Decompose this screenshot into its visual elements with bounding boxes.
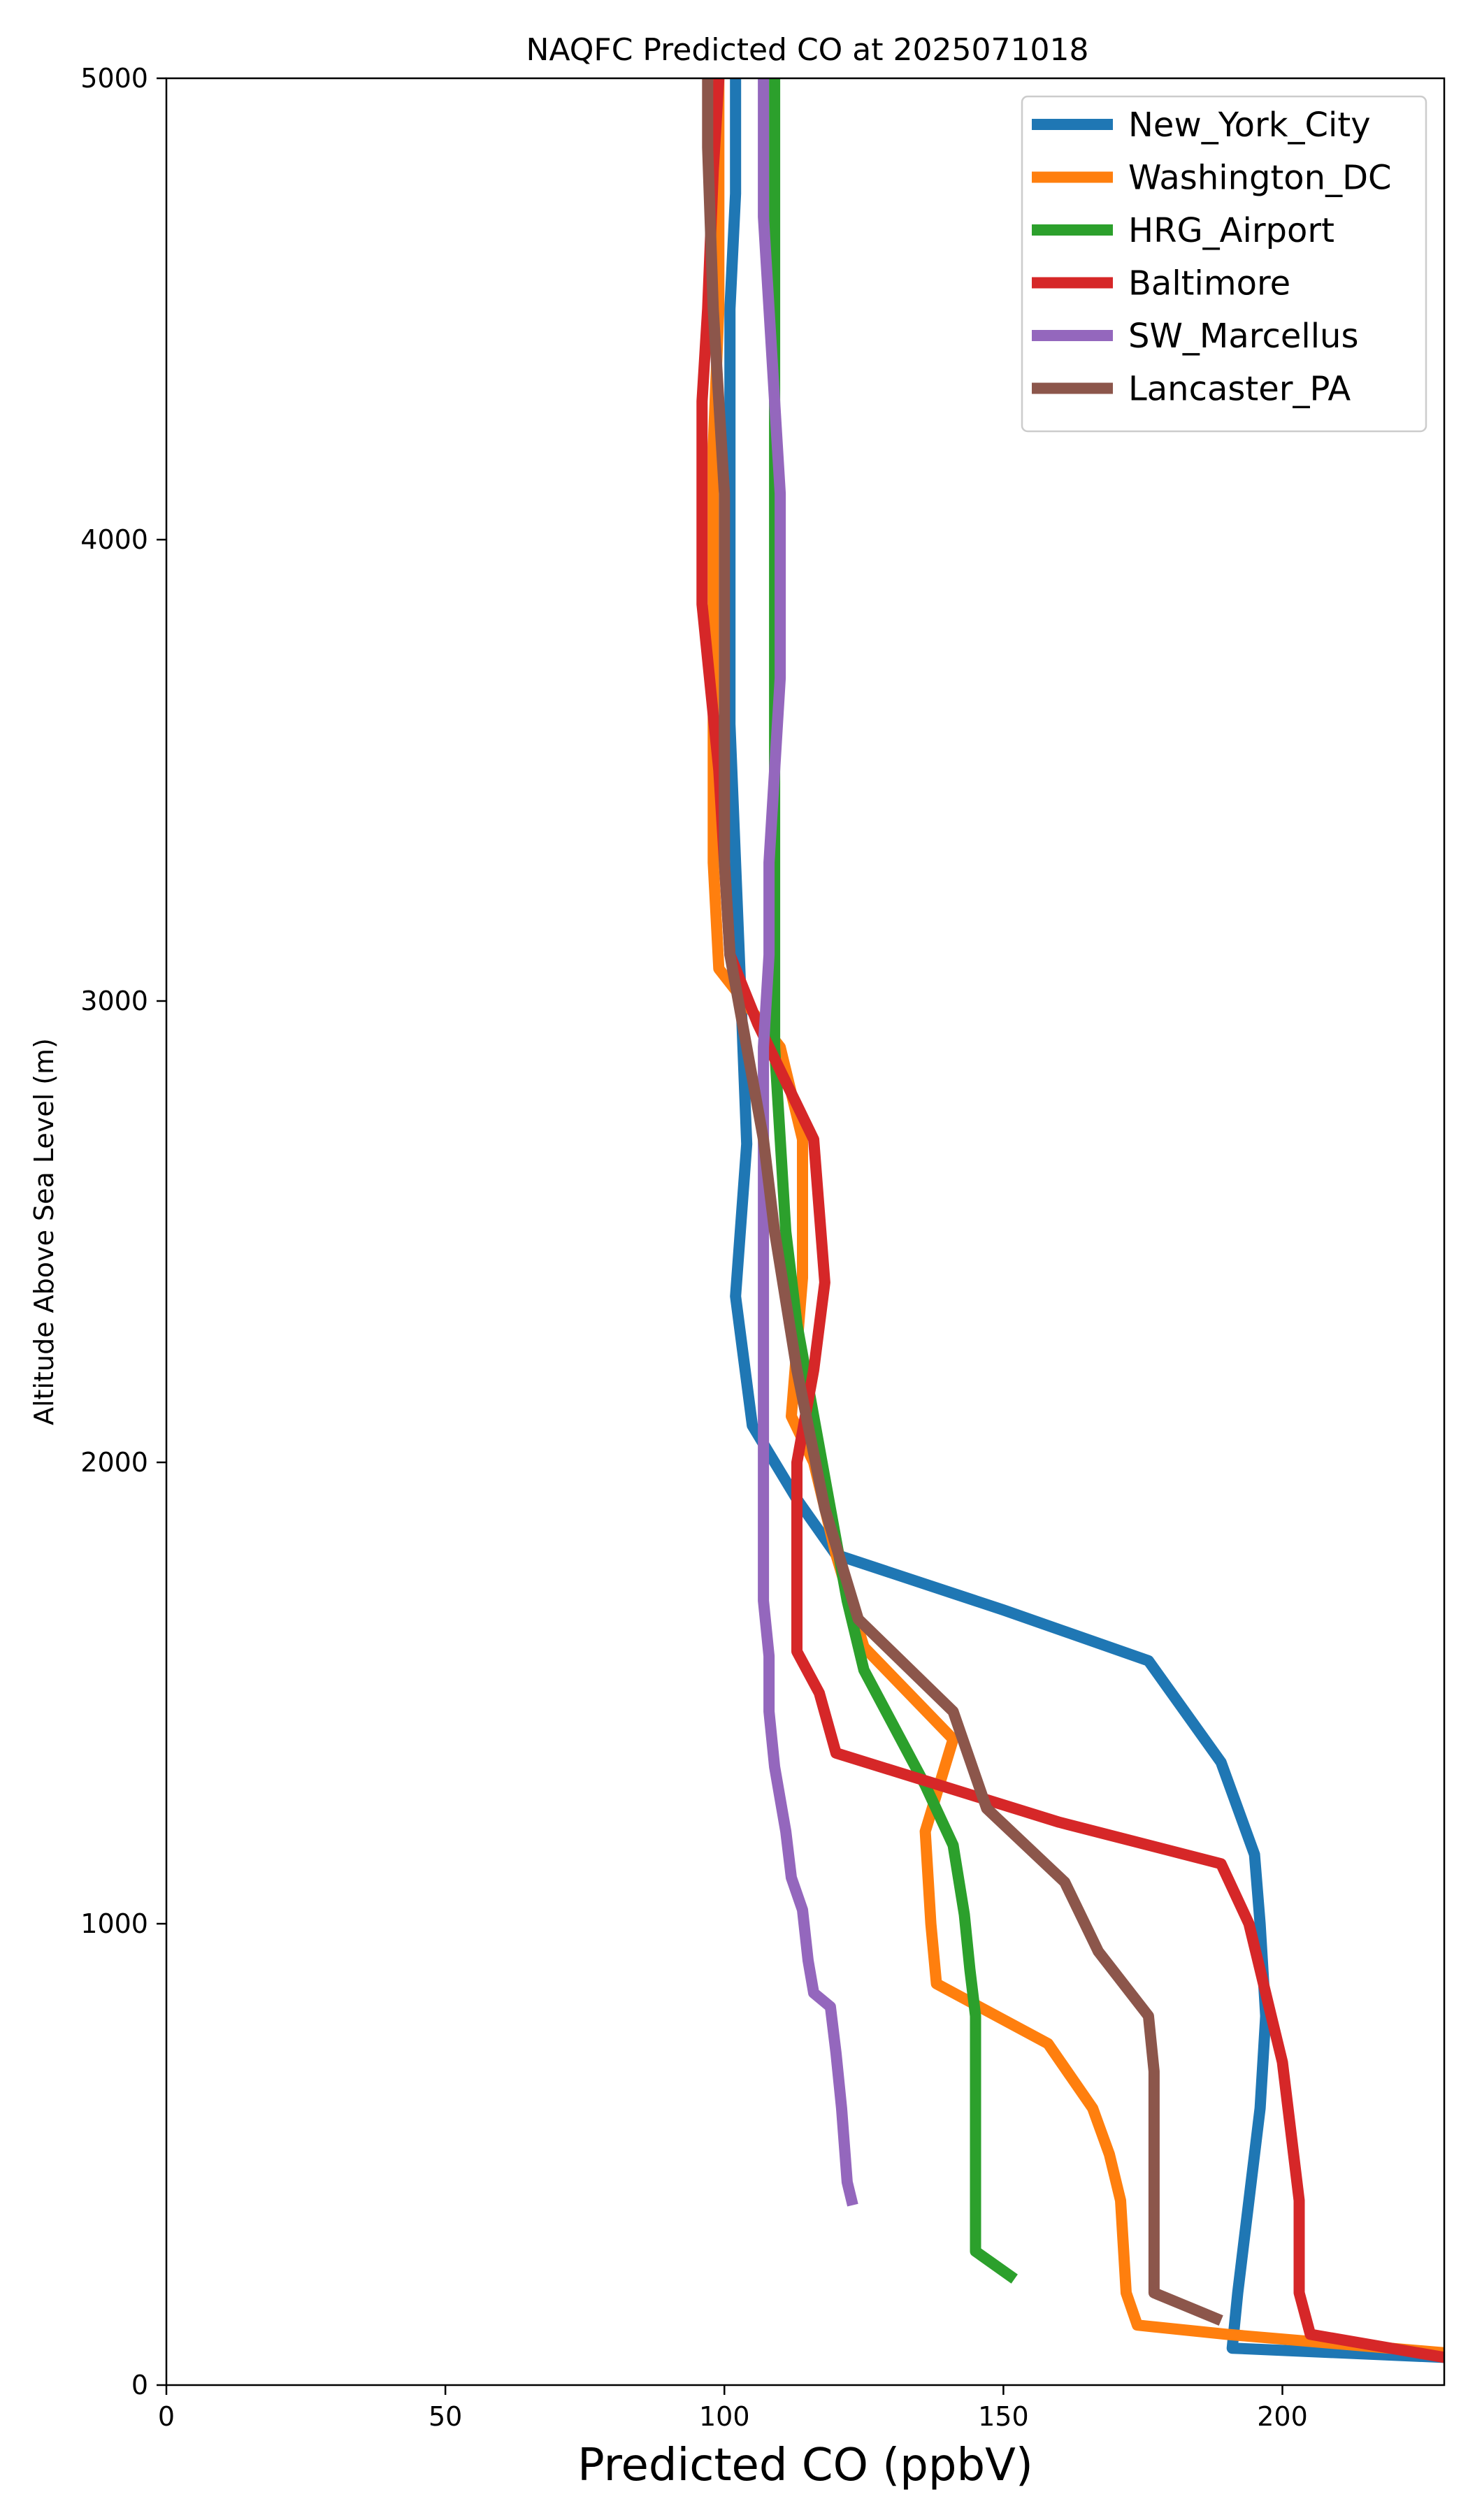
- x-tick-label: 150: [978, 2401, 1029, 2432]
- plot-frame: [165, 77, 1446, 2386]
- y-tick-label: 2000: [80, 1447, 148, 1478]
- legend-label: Washington_DC: [1128, 159, 1392, 198]
- series-line-lancaster-pa: [702, 78, 1223, 2326]
- legend-label: SW_Marcellus: [1128, 317, 1358, 356]
- series-line-baltimore: [696, 78, 1444, 2363]
- x-tick-label: 200: [1257, 2401, 1308, 2432]
- y-tick-label: 4000: [80, 524, 148, 555]
- series-layer: [696, 78, 1444, 2363]
- chart-title: NAQFC Predicted CO at 2025071018: [526, 32, 1089, 68]
- series-line-sw-marcellus: [758, 78, 858, 2207]
- y-tick-label: 0: [131, 2370, 148, 2400]
- legend-label: Lancaster_PA: [1128, 370, 1351, 409]
- y-tick-label: 5000: [80, 63, 148, 94]
- x-axis: 0 50 100 150 200: [158, 2385, 1308, 2432]
- legend-box: [1021, 95, 1427, 433]
- legend-label: HRG_Airport: [1128, 211, 1334, 250]
- x-tick-label: 50: [429, 2401, 462, 2432]
- y-axis-label: Altitude Above Sea Level (m): [29, 1038, 59, 1425]
- legend-label: New_York_City: [1128, 106, 1371, 145]
- y-axis: 0 1000 2000 3000 4000 5000: [80, 63, 166, 2400]
- legend-label: Baltimore: [1128, 264, 1290, 303]
- y-tick-label: 1000: [80, 1908, 148, 1939]
- x-tick-label: 0: [158, 2401, 175, 2432]
- y-tick-label: 3000: [80, 986, 148, 1016]
- legend: New_York_City Washington_DC HRG_Airport Bal…: [1021, 95, 1427, 433]
- x-tick-label: 100: [699, 2401, 750, 2432]
- x-axis-label: Predicted CO (ppbV): [577, 2440, 1033, 2491]
